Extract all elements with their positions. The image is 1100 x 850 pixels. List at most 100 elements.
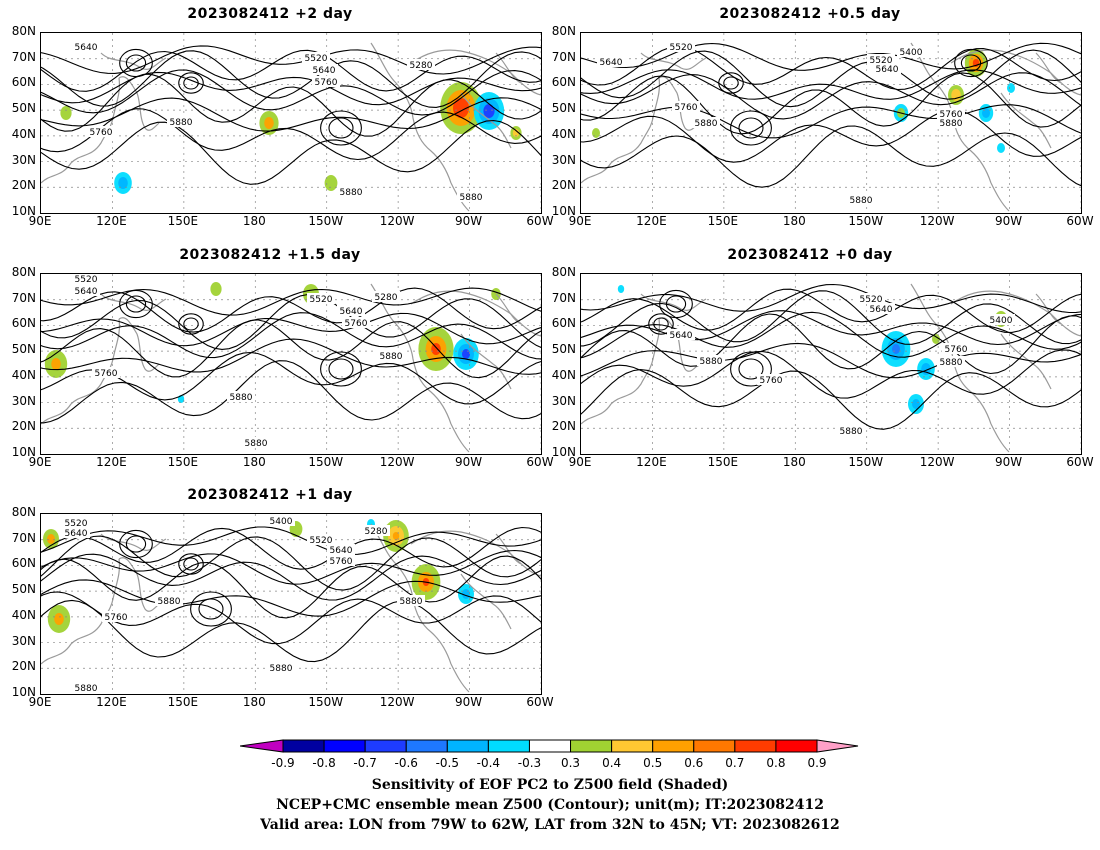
- closed-contour: [119, 48, 153, 78]
- lat-tick-label: 40N: [11, 367, 36, 382]
- coastline: [950, 49, 1081, 96]
- contour-label: 5640: [330, 546, 353, 556]
- lon-tick-label: 120E: [636, 214, 667, 228]
- contour-label: 5760: [940, 110, 963, 120]
- colorbar-tick-label: 0.6: [684, 756, 704, 770]
- contour-label: 5520: [310, 536, 333, 546]
- lat-tick-label: 30N: [11, 152, 36, 167]
- lon-tick-label: 90E: [28, 214, 52, 228]
- coastline: [1000, 92, 1052, 149]
- lat-tick-label: 80N: [551, 265, 576, 279]
- colorbar-swatch: [652, 739, 695, 753]
- lat-tick-label: 70N: [11, 49, 36, 64]
- contour-label: 5520: [75, 275, 98, 285]
- contour-label-bg: [937, 117, 965, 128]
- closed-contour: [648, 313, 674, 335]
- lon-tick-label: 90E: [568, 214, 592, 228]
- caption-line-2: NCEP+CMC ensemble mean Z500 (Contour); u…: [276, 797, 824, 813]
- closed-contour: [178, 553, 204, 575]
- contour-label-bg: [377, 350, 405, 361]
- sensitivity-shading: [982, 108, 990, 118]
- closed-contour: [738, 358, 764, 380]
- contour-label-bg: [697, 355, 725, 366]
- lat-tick-label: 70N: [551, 290, 576, 305]
- contour-label: 5520: [860, 295, 883, 305]
- contour-label-bg: [307, 293, 335, 304]
- sensitivity-shading: [324, 175, 338, 191]
- lon-tick-label: 120W: [379, 455, 415, 469]
- lon-tick-label: 120W: [379, 214, 415, 228]
- lon-tick-label: 150W: [308, 455, 344, 469]
- z500-contour: [41, 287, 541, 333]
- sensitivity-shading: [47, 534, 55, 544]
- contour-label: 5640: [600, 58, 623, 68]
- z500-contour: [41, 338, 541, 375]
- z500-contour: [41, 119, 541, 185]
- lat-tick-label: 50N: [11, 582, 36, 597]
- coastline: [450, 663, 470, 693]
- lon-tick-label: 90W: [454, 695, 483, 709]
- contour-label-bg: [987, 314, 1015, 325]
- contour-label-bg: [757, 374, 785, 385]
- contour-label: 5520: [870, 56, 893, 66]
- coastline: [118, 76, 160, 131]
- lon-tick-label: 60W: [526, 455, 554, 469]
- z500-contour: [581, 311, 1081, 359]
- contour-label: 5760: [95, 369, 118, 379]
- sensitivity-shading: [617, 285, 625, 293]
- z500-contour: [581, 349, 1081, 399]
- contour-label: 5880: [460, 193, 483, 203]
- z500-contour: [41, 535, 541, 591]
- contour-label-bg: [857, 293, 885, 304]
- map-plot-area: 5520 5640 5520 5280 5640 5760 5760 5880 5880 5880: [40, 273, 542, 455]
- z500-contour: [581, 369, 1081, 430]
- contour-label-bg: [327, 544, 355, 555]
- colorbar-left-arrow: [240, 739, 284, 753]
- map-panel-plus1day: 2023082412 +1 day 5520 5640 5400 5280 5520 56…: [0, 487, 554, 717]
- lon-tick-label: 120E: [636, 455, 667, 469]
- contour-label: 5520: [305, 54, 328, 64]
- z500-contour: [581, 104, 1081, 139]
- z500-contour: [41, 293, 541, 350]
- z500-contour: [41, 73, 541, 137]
- closed-contour: [738, 117, 764, 139]
- contour-label: 5760: [760, 376, 783, 386]
- contour-label: 5880: [340, 188, 363, 198]
- coastline: [118, 557, 160, 612]
- lon-tick-label: 150E: [167, 214, 199, 228]
- contour-label-bg: [302, 52, 330, 63]
- colorbar-swatch: [734, 739, 777, 753]
- colorbar-swatch: [323, 739, 366, 753]
- lat-tick-label: 20N: [11, 178, 36, 193]
- contour-label: 5400: [990, 316, 1013, 326]
- lon-tick-label: 90E: [28, 695, 52, 709]
- colorbar-swatch: [487, 739, 530, 753]
- closed-contour: [125, 54, 147, 72]
- contour-label-bg: [72, 41, 100, 52]
- colorbar-right-arrow: [816, 739, 859, 753]
- contour-label-bg: [667, 41, 695, 52]
- colorbar-svg: [240, 739, 859, 753]
- z500-contour: [41, 312, 541, 347]
- contour-label: 5880: [840, 427, 863, 437]
- sensitivity-shading: [997, 143, 1005, 153]
- coastline: [1035, 52, 1062, 84]
- coastline: [581, 77, 661, 184]
- lon-tick-label: 60W: [1066, 455, 1094, 469]
- closed-contour: [125, 295, 147, 313]
- lon-tick-label: 150E: [167, 695, 199, 709]
- sensitivity-shading: [210, 282, 222, 296]
- contour-label: 5880: [940, 119, 963, 129]
- closed-contour: [730, 110, 772, 146]
- sensitivity-shading: [462, 349, 470, 359]
- contour-label: 5280: [375, 293, 398, 303]
- z500-contour: [41, 69, 541, 116]
- contour-label: 5760: [345, 319, 368, 329]
- coastline: [990, 182, 1010, 212]
- sensitivity-shading: [60, 106, 72, 120]
- contour-label: 5880: [230, 393, 253, 403]
- contour-label-bg: [597, 56, 625, 67]
- colorbar-tick-label: -0.6: [394, 756, 418, 770]
- colorbar-swatch: [693, 739, 736, 753]
